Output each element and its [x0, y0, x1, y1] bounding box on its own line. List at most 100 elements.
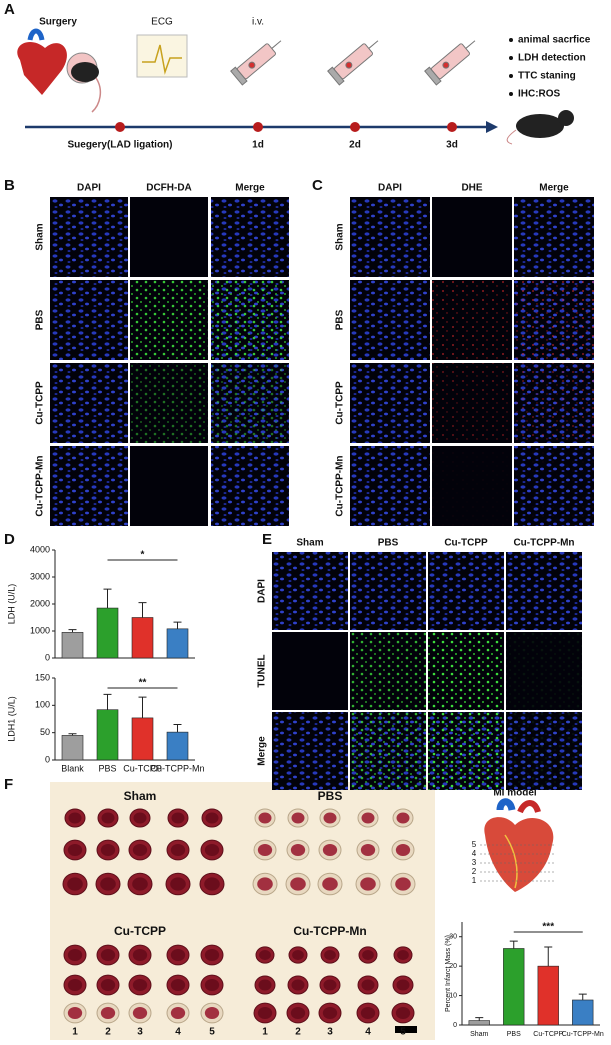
nuclei: [272, 552, 348, 630]
signal: [514, 363, 594, 443]
y-axis-label: LDH (U/L): [6, 584, 16, 625]
nuclei: [50, 280, 128, 360]
micrograph: [50, 280, 128, 360]
nuclei: [272, 712, 348, 790]
heart-slice-core: [170, 948, 186, 962]
heart-slice-core: [257, 877, 273, 891]
heart-slice-core: [257, 843, 273, 857]
sample-number: 1: [262, 1027, 268, 1038]
level-number: 1: [472, 876, 477, 885]
panel-label: A: [4, 1, 15, 18]
timeline-label: 3d: [446, 140, 458, 151]
y-tick-label: 0: [45, 652, 50, 662]
level-number: 2: [472, 867, 477, 876]
row-header: PBS: [35, 309, 46, 330]
row-header: DAPI: [257, 579, 268, 603]
micrograph: [428, 632, 504, 710]
bar: [166, 731, 189, 761]
error-bar: [138, 696, 147, 718]
sample-number: 3: [327, 1027, 333, 1038]
column-header: Merge: [539, 183, 569, 194]
nuclei: [350, 197, 430, 277]
y-tick-label: 10: [449, 992, 457, 999]
heart-slice-core: [132, 843, 148, 857]
micrograph: [514, 197, 594, 277]
panel-label: F: [4, 776, 13, 793]
heart-slice-core: [101, 812, 115, 824]
row-header: Cu-TCPP: [35, 381, 46, 425]
group-label: Cu-TCPP-Mn: [293, 924, 366, 938]
heart-slice-core: [290, 1006, 306, 1020]
row-header: TUNEL: [257, 654, 268, 687]
error-bar: [173, 723, 182, 733]
error-bar: [103, 588, 112, 609]
heart-slice-core: [204, 1006, 220, 1020]
x-tick-label: Sham: [470, 1031, 488, 1038]
image-bg: [272, 632, 348, 710]
signal: [432, 446, 512, 526]
significance: **: [139, 678, 147, 689]
outcome: IHC:ROS: [518, 89, 561, 100]
bar: [131, 617, 154, 659]
heart-slice-core: [257, 1006, 273, 1020]
level-number: 4: [472, 849, 477, 858]
micrograph: [350, 552, 426, 630]
heart-slice-core: [132, 978, 148, 992]
group-label: Sham: [124, 789, 157, 803]
heart-slice-core: [361, 812, 375, 824]
nuclei: [211, 446, 289, 526]
column-header: DAPI: [378, 183, 402, 194]
nuclei: [514, 197, 594, 277]
bar: [166, 628, 189, 659]
heart-slice-core: [170, 1006, 186, 1020]
outcome: LDH detection: [518, 53, 586, 64]
row-header: Cu-TCPP: [335, 381, 346, 425]
bar: [96, 709, 119, 761]
bar: [537, 965, 559, 1026]
micrograph: [350, 363, 430, 443]
y-tick-label: 3000: [30, 571, 50, 581]
image-bg: [130, 197, 208, 277]
sample-number: 2: [295, 1027, 301, 1038]
nuclei: [350, 446, 430, 526]
x-tick-label: PBS: [98, 763, 116, 773]
micrograph: [272, 552, 348, 630]
mouse-icon: [506, 110, 574, 145]
heart-slice-core: [395, 1006, 411, 1020]
model-title: MI model: [493, 788, 537, 799]
heart-slice-core: [170, 978, 186, 992]
y-tick-label: 0: [45, 754, 50, 764]
heart-slice-core: [68, 812, 82, 824]
signal: [350, 712, 426, 790]
row-header: Cu-TCPP-Mn: [335, 455, 346, 516]
heart-slice-core: [170, 877, 186, 891]
bar: [96, 607, 119, 659]
x-tick-label: Cu-TCPP-Mn: [562, 1031, 604, 1038]
heart-slice-core: [100, 978, 116, 992]
significance: *: [141, 550, 145, 561]
micrograph: [432, 197, 512, 277]
micrograph: [428, 552, 504, 630]
signal: [211, 363, 289, 443]
sample-number: 5: [400, 1027, 406, 1038]
heart-slice-core: [67, 978, 83, 992]
heart-slice-core: [360, 877, 376, 891]
outcome-bullets: [509, 38, 513, 96]
column-header: Cu-TCPP-Mn: [513, 538, 574, 549]
nuclei: [350, 552, 426, 630]
heart-slice-core: [204, 877, 220, 891]
micrograph: [428, 712, 504, 790]
heart-slice-core: [323, 979, 337, 991]
panel-label: E: [262, 531, 272, 548]
bar: [61, 632, 84, 659]
signal: [130, 363, 208, 443]
sample-number: 5: [209, 1027, 215, 1038]
signal: [211, 280, 289, 360]
signal: [514, 280, 594, 360]
error-bar: [475, 1017, 484, 1021]
y-axis-label: Percent Infarct Mass (%): [445, 935, 452, 1012]
error-bar: [544, 946, 553, 967]
step-label: i.v.: [252, 17, 264, 28]
row-header: Merge: [257, 736, 268, 766]
nuclei: [211, 197, 289, 277]
